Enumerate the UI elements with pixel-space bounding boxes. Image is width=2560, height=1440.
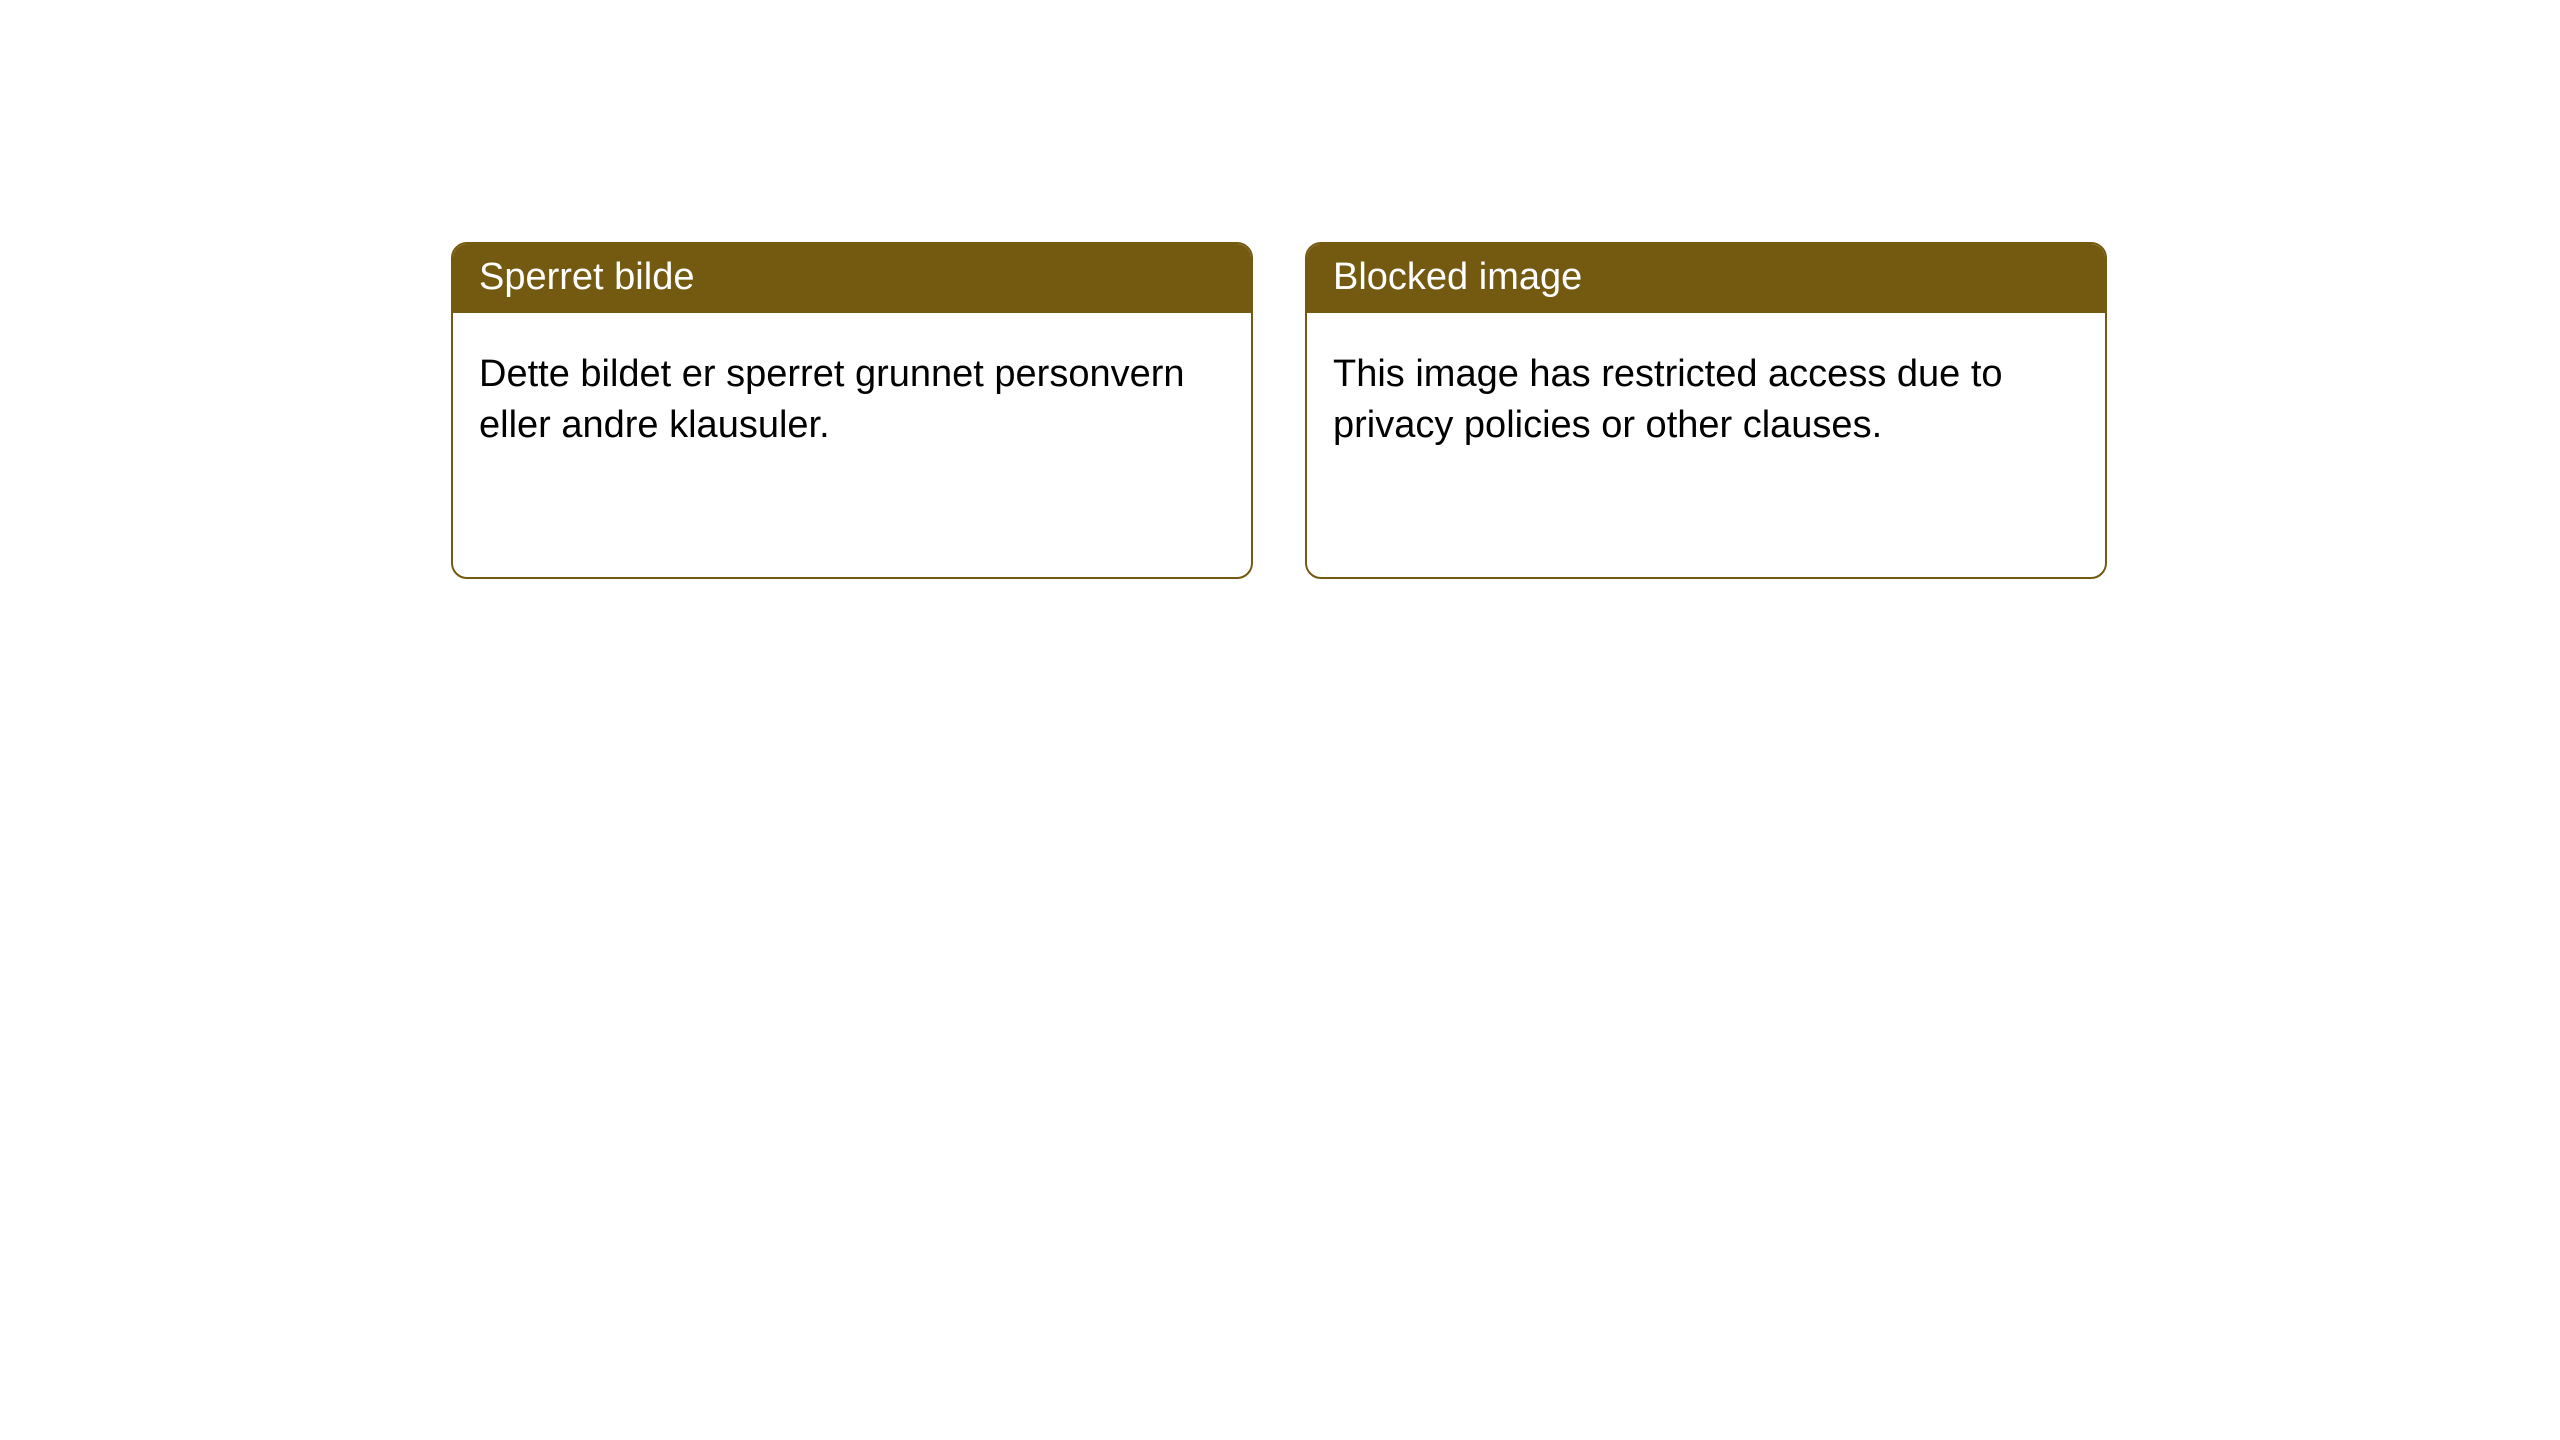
- notice-card-en: Blocked image This image has restricted …: [1305, 242, 2107, 579]
- notice-body-no: Dette bildet er sperret grunnet personve…: [453, 313, 1251, 478]
- notice-card-no: Sperret bilde Dette bildet er sperret gr…: [451, 242, 1253, 579]
- notice-header-en: Blocked image: [1307, 244, 2105, 313]
- notice-container: Sperret bilde Dette bildet er sperret gr…: [451, 242, 2107, 579]
- notice-body-en: This image has restricted access due to …: [1307, 313, 2105, 478]
- notice-header-no: Sperret bilde: [453, 244, 1251, 313]
